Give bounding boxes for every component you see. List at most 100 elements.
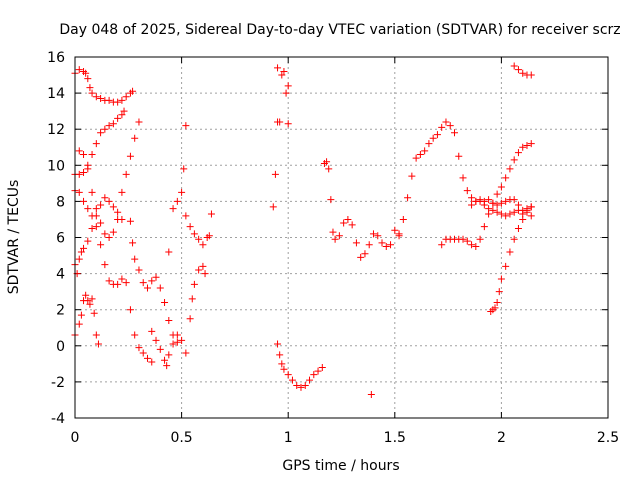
data-point (92, 205, 100, 213)
data-point (205, 232, 213, 240)
data-point (156, 345, 164, 353)
chart-title: Day 048 of 2025, Sidereal Day-to-day VTE… (59, 22, 620, 38)
y-tick-label: -4 (51, 411, 65, 427)
data-point (416, 150, 424, 158)
data-point (329, 228, 337, 236)
data-point (199, 262, 207, 270)
data-point (395, 230, 403, 238)
series-arc-a (71, 66, 137, 106)
data-point (207, 210, 215, 218)
data-point (514, 149, 522, 157)
data-point (433, 131, 441, 139)
x-tick-label: 0 (71, 430, 80, 446)
data-point (118, 188, 126, 196)
data-point (114, 114, 122, 122)
data-point (75, 255, 83, 263)
data-point (450, 129, 458, 137)
data-point (163, 362, 171, 370)
data-point (131, 255, 139, 263)
data-point (527, 212, 535, 220)
data-point (327, 196, 335, 204)
data-point (190, 230, 198, 238)
data-point (135, 118, 143, 126)
data-point (80, 150, 88, 158)
data-point (485, 196, 493, 204)
y-tick-label: 0 (56, 339, 65, 355)
data-point (491, 304, 499, 312)
data-point (148, 358, 156, 366)
data-point (408, 172, 416, 180)
data-point (278, 71, 286, 79)
data-point (165, 317, 173, 325)
data-point (301, 382, 309, 390)
data-point (75, 320, 83, 328)
data-point (143, 284, 151, 292)
data-point (165, 248, 173, 256)
data-point (131, 134, 139, 142)
data-point (367, 391, 375, 399)
data-point (148, 327, 156, 335)
data-point (129, 239, 137, 247)
data-points (71, 62, 535, 399)
data-point (105, 96, 113, 104)
data-point (510, 196, 518, 204)
data-point (510, 235, 518, 243)
data-point (114, 98, 122, 106)
data-point (186, 223, 194, 231)
data-point (173, 338, 181, 346)
data-point (284, 82, 292, 90)
data-point (118, 96, 126, 104)
data-point (182, 122, 190, 130)
data-point (514, 201, 522, 209)
data-point (506, 165, 514, 173)
data-point (92, 331, 100, 339)
data-point (274, 64, 282, 72)
data-point (161, 356, 169, 364)
data-point (199, 241, 207, 249)
series-arc-p (367, 391, 375, 399)
y-tick-label: 6 (56, 231, 65, 247)
data-point (92, 212, 100, 220)
data-point (88, 89, 96, 97)
data-point (139, 349, 147, 357)
data-point (318, 363, 326, 371)
x-tick-label: 2.5 (597, 430, 619, 446)
data-point (88, 188, 96, 196)
data-point (105, 234, 113, 241)
data-point (101, 194, 109, 202)
data-point (352, 239, 360, 247)
data-point (421, 147, 429, 155)
data-point (523, 141, 531, 149)
data-point (278, 360, 286, 368)
data-point (519, 69, 527, 77)
data-point (446, 122, 454, 130)
y-axis-label: SDTVAR / TECUs (6, 180, 22, 295)
data-point (399, 215, 407, 223)
data-point (101, 125, 109, 133)
data-point (152, 273, 160, 281)
data-point (519, 215, 527, 223)
data-point (314, 367, 322, 375)
data-point (84, 205, 92, 213)
data-point (387, 241, 395, 249)
y-tick-label: 4 (56, 267, 65, 283)
data-point (497, 199, 505, 207)
data-point (97, 129, 105, 137)
data-point (288, 376, 296, 384)
series-arc-n (274, 340, 326, 391)
data-point (476, 235, 484, 243)
data-point (344, 215, 352, 223)
data-point (114, 215, 122, 223)
data-point (514, 66, 522, 74)
data-point (109, 228, 117, 236)
data-point (97, 219, 105, 227)
series-arc-j (182, 210, 215, 249)
data-point (340, 219, 348, 227)
data-point (190, 280, 198, 288)
data-point (459, 235, 467, 243)
data-point (472, 197, 480, 205)
data-point (188, 295, 196, 303)
series-arc-f (75, 118, 143, 241)
data-point (165, 351, 173, 359)
x-tick-label: 0.5 (170, 430, 192, 446)
